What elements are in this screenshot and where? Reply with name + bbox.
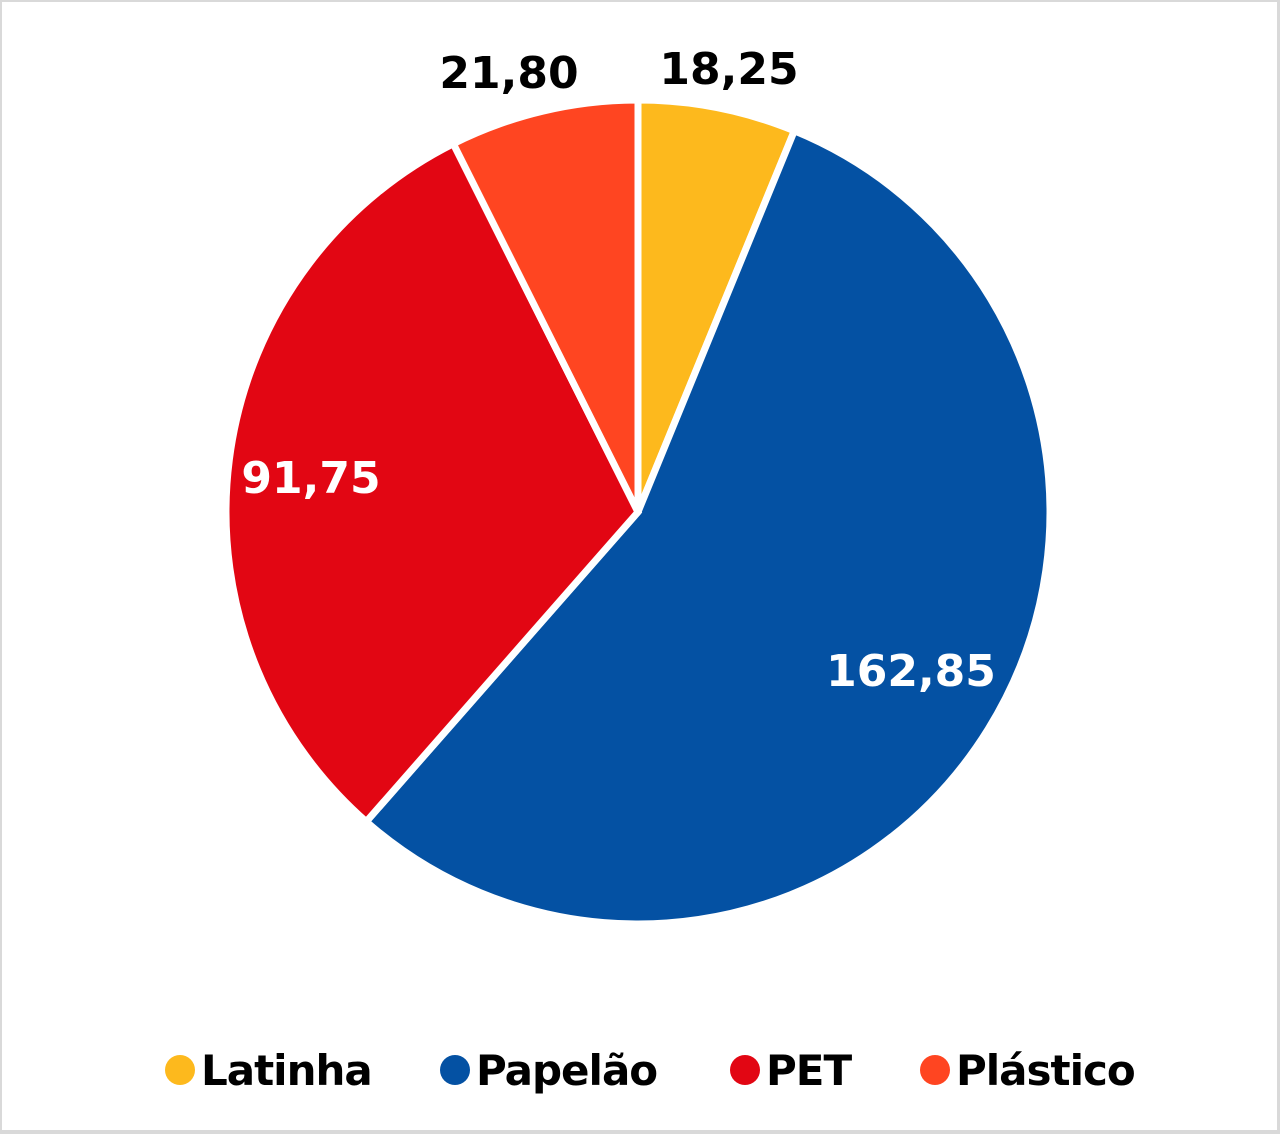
legend-dot-icon xyxy=(165,1055,195,1085)
pie-slices xyxy=(222,96,1054,928)
legend-dot-icon xyxy=(920,1055,950,1085)
legend-dot-icon xyxy=(730,1055,760,1085)
legend: Latinha Papelão PET Plástico xyxy=(0,1040,1280,1100)
pie-slice-plástico xyxy=(448,96,642,514)
slice-label-pet: 91,75 xyxy=(241,453,380,504)
legend-item-latinha: Latinha xyxy=(165,1040,373,1100)
slice-label-papelao: 162,85 xyxy=(826,646,996,697)
legend-item-papelao: Papelão xyxy=(440,1040,658,1100)
legend-item-plastico: Plástico xyxy=(920,1040,1136,1100)
legend-dot-icon xyxy=(440,1055,470,1085)
pie-slice-papelão xyxy=(361,126,1054,928)
legend-label: Latinha xyxy=(201,1045,373,1095)
slice-label-plastico: 21,80 xyxy=(439,48,578,99)
legend-label: Papelão xyxy=(476,1045,658,1095)
slice-label-latinha: 18,25 xyxy=(659,44,798,95)
legend-item-pet: PET xyxy=(730,1040,852,1100)
legend-label: PET xyxy=(766,1045,852,1095)
legend-label: Plástico xyxy=(956,1045,1136,1095)
